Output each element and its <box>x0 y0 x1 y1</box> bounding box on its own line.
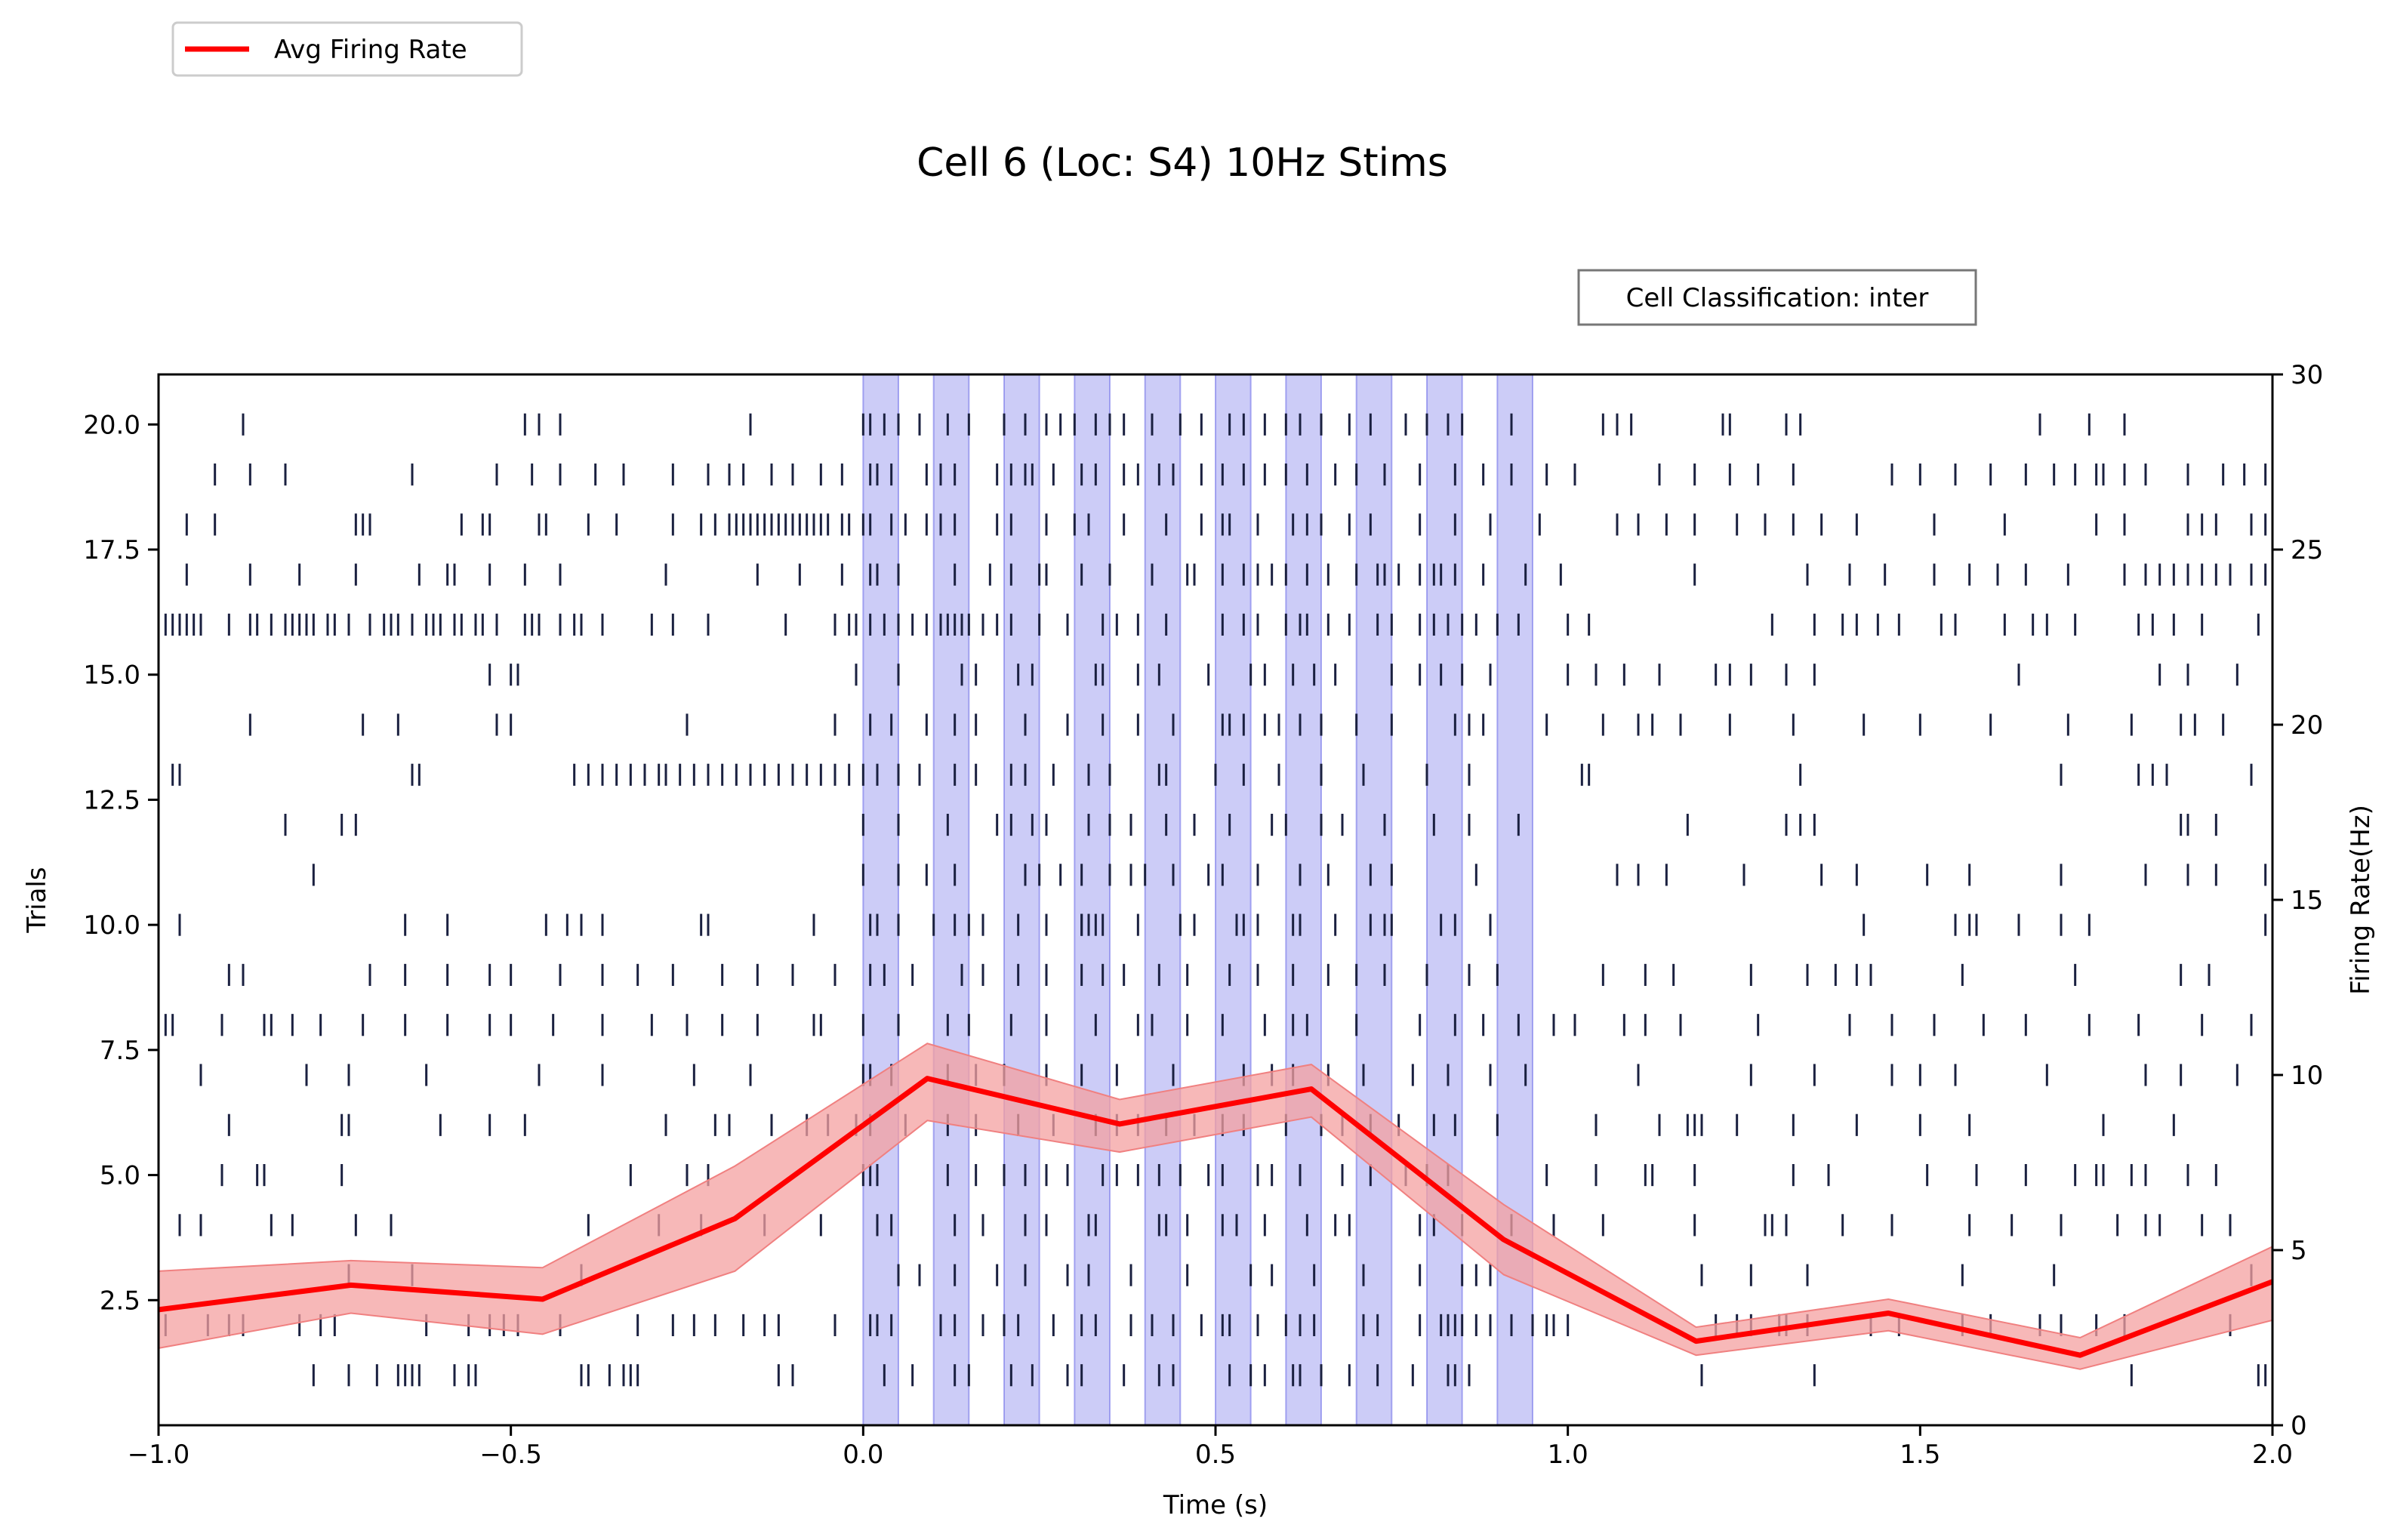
y-right-tick-label: 5 <box>2291 1236 2307 1266</box>
stim-window <box>1355 374 1393 1426</box>
raster-spikes <box>157 413 2274 1387</box>
y-right-tick-label: 10 <box>2291 1061 2323 1091</box>
stim-window <box>1003 374 1040 1426</box>
y-left-axis-ticks: 2.5 5.0 7.5 10.0 12.5 15.0 17.5 20.0 <box>83 410 159 1316</box>
x-tick-label: 0.0 <box>843 1440 883 1470</box>
y-right-axis-title: Firing Rate(Hz) <box>2346 805 2376 995</box>
rate-series-line <box>158 1076 2274 1358</box>
x-tick-label: 2.0 <box>2252 1440 2293 1470</box>
y-left-tick-label: 2.5 <box>100 1286 140 1316</box>
stim-window <box>1074 374 1111 1426</box>
stim-window <box>1426 374 1463 1426</box>
y-right-tick-label: 0 <box>2291 1411 2307 1441</box>
classification-box: Cell Classification: inter <box>1577 269 1977 326</box>
stim-window <box>862 374 900 1426</box>
x-tick-label: 1.0 <box>1548 1440 1588 1470</box>
y-left-tick-label: 17.5 <box>83 535 140 565</box>
stim-window <box>1144 374 1182 1426</box>
y-right-tick-label: 25 <box>2291 535 2323 565</box>
y-left-tick-label: 5.0 <box>100 1161 140 1191</box>
chart-title: Cell 6 (Loc: S4) 10Hz Stims <box>917 140 1448 186</box>
stim-window <box>1215 374 1252 1426</box>
y-right-tick-label: 30 <box>2291 360 2323 390</box>
stim-windows <box>862 374 1534 1426</box>
stim-window <box>1285 374 1323 1426</box>
legend: Avg Firing Rate <box>171 21 523 77</box>
x-tick-label: −1.0 <box>128 1440 190 1470</box>
stim-window <box>932 374 970 1426</box>
x-tick-label: 1.5 <box>1900 1440 1940 1470</box>
y-left-tick-label: 20.0 <box>83 410 140 440</box>
y-right-tick-label: 20 <box>2291 710 2323 741</box>
x-tick-label: 0.5 <box>1195 1440 1236 1470</box>
y-left-tick-label: 12.5 <box>83 785 140 815</box>
y-left-axis-title: Trials <box>22 867 52 933</box>
y-right-tick-label: 15 <box>2291 886 2323 916</box>
x-tick-label: −0.5 <box>479 1440 542 1470</box>
rate-line <box>158 1076 2274 1358</box>
x-axis-title: Time (s) <box>1163 1490 1268 1520</box>
y-right-axis-ticks: 0 5 10 15 20 25 30 <box>2272 360 2323 1441</box>
y-left-tick-label: 10.0 <box>83 910 140 941</box>
y-left-tick-label: 7.5 <box>100 1036 140 1066</box>
y-left-tick-label: 15.0 <box>83 661 140 691</box>
legend-label: Avg Firing Rate <box>274 35 467 65</box>
x-axis-ticks: −1.0 −0.5 0.0 0.5 1.0 1.5 2.0 <box>128 1425 2293 1470</box>
classification-text: Cell Classification: inter <box>1626 283 1929 313</box>
